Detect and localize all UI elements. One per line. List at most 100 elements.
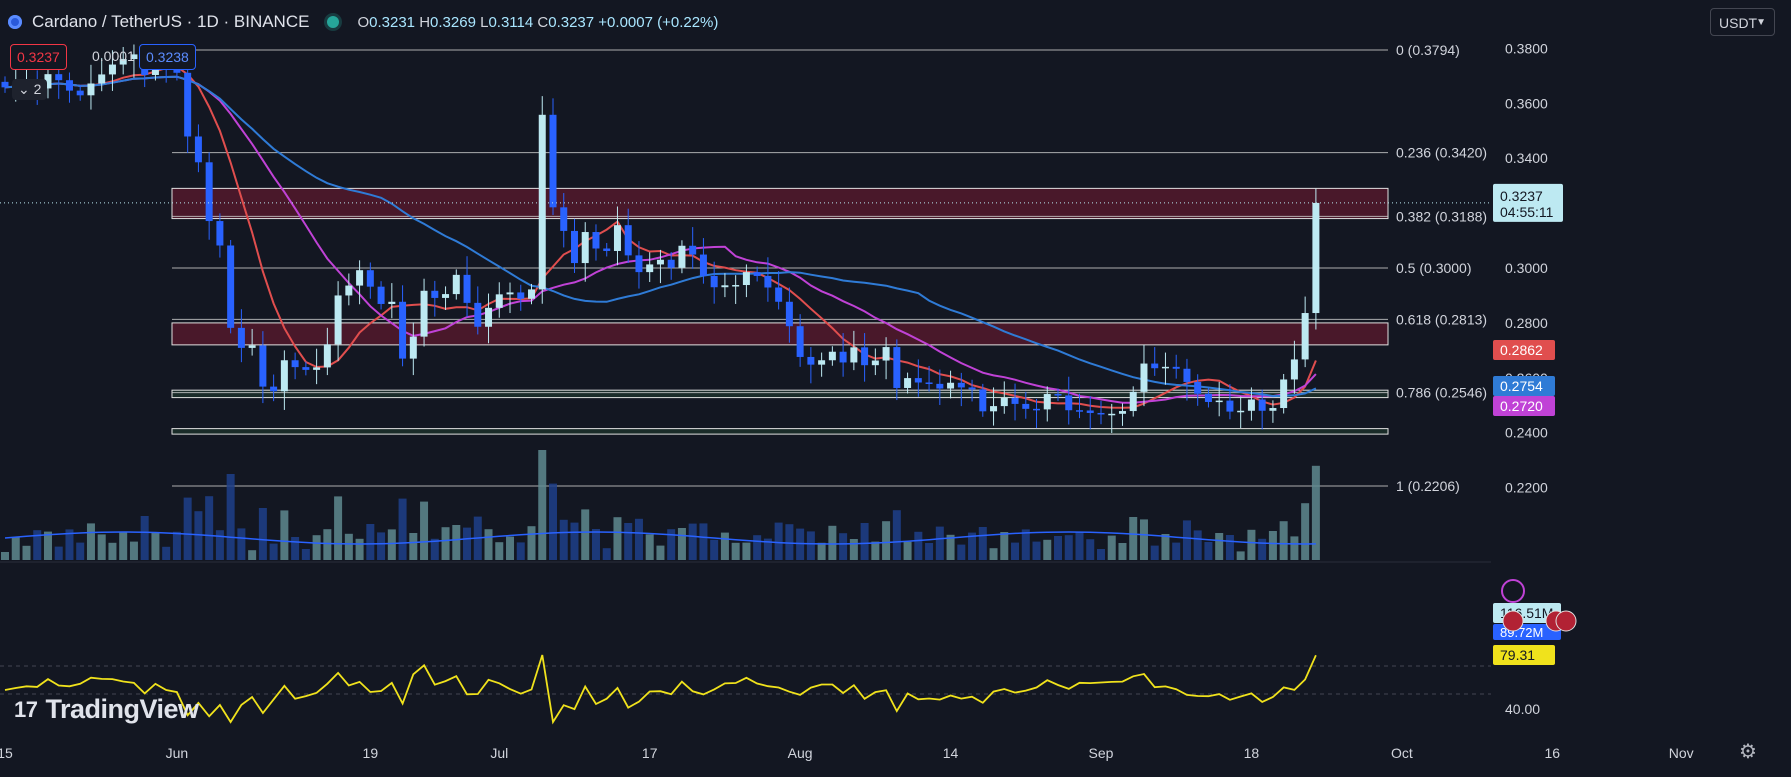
fib-label-6: 1 (0.2206) bbox=[1396, 478, 1460, 494]
candle bbox=[904, 378, 912, 388]
ma-price-tag bbox=[1493, 376, 1555, 396]
us-flag-event-icon bbox=[1502, 610, 1524, 632]
volume-bar bbox=[968, 532, 977, 560]
candle bbox=[646, 264, 654, 273]
volume-bar bbox=[892, 510, 901, 560]
tradingview-logo[interactable]: 17 TradingView bbox=[14, 694, 199, 725]
volume-bar bbox=[22, 545, 31, 560]
candle bbox=[979, 389, 987, 412]
candle bbox=[1054, 394, 1062, 396]
volume-ma-line bbox=[4, 531, 1316, 545]
candle bbox=[947, 382, 955, 389]
volume-bar bbox=[1161, 534, 1170, 560]
volume-bar bbox=[323, 529, 332, 560]
candle bbox=[613, 225, 621, 251]
sell-price-button[interactable]: 0.3237 bbox=[10, 44, 67, 70]
volume-bar bbox=[796, 528, 805, 560]
open-label: O bbox=[357, 13, 370, 31]
volume-bar bbox=[183, 497, 192, 560]
candle bbox=[259, 345, 267, 387]
x-tick-label: Jul bbox=[490, 745, 508, 761]
symbol-title[interactable]: Cardano / TetherUS · 1D · BINANCE bbox=[32, 12, 310, 31]
candle bbox=[592, 232, 600, 249]
zone-support_line-2 bbox=[171, 389, 1389, 399]
x-tick-label: 17 bbox=[642, 745, 658, 761]
candle bbox=[1194, 381, 1202, 394]
candle bbox=[678, 245, 686, 268]
volume-bar bbox=[344, 533, 353, 560]
candle bbox=[399, 301, 407, 359]
candle bbox=[323, 344, 331, 368]
rsi-line bbox=[4, 654, 1317, 725]
candle bbox=[463, 274, 471, 303]
candle bbox=[216, 221, 224, 246]
candle bbox=[98, 74, 106, 84]
volume-bar bbox=[914, 531, 923, 560]
volume-bar bbox=[280, 510, 289, 560]
candle bbox=[119, 59, 127, 65]
volume-bar bbox=[1000, 532, 1009, 560]
fib-label-3: 0.5 (0.3000) bbox=[1396, 260, 1472, 276]
volume-bar bbox=[925, 543, 934, 560]
volume-bar bbox=[989, 548, 998, 560]
ma-price-label: 0.2720 bbox=[1500, 398, 1543, 414]
volume-bar bbox=[1086, 539, 1095, 560]
volume-bar bbox=[355, 538, 364, 560]
volume-bar bbox=[1054, 536, 1063, 560]
volume-bar bbox=[774, 522, 783, 560]
volume-bar bbox=[882, 521, 891, 560]
volume-bar bbox=[1021, 529, 1030, 560]
candle bbox=[1301, 313, 1309, 360]
volume-bar bbox=[387, 529, 396, 560]
candle bbox=[44, 74, 52, 89]
candle bbox=[570, 230, 578, 264]
volume-bar bbox=[11, 537, 20, 560]
volume-bar bbox=[516, 542, 525, 560]
candle bbox=[377, 286, 385, 304]
candle bbox=[409, 336, 417, 359]
candle bbox=[775, 287, 783, 302]
volume-bar bbox=[1247, 529, 1256, 560]
zone-resistance-0 bbox=[171, 187, 1389, 220]
volume-bar bbox=[215, 530, 224, 560]
countdown-label: 04:55:11 bbox=[1500, 204, 1554, 220]
candle bbox=[957, 382, 965, 388]
volume-bar bbox=[645, 534, 654, 560]
volume-bar bbox=[1075, 531, 1084, 560]
candle bbox=[76, 90, 84, 96]
candle bbox=[1011, 397, 1019, 404]
candle bbox=[55, 74, 63, 81]
candle bbox=[861, 347, 869, 366]
volume-bar bbox=[54, 546, 63, 560]
volume-bar bbox=[129, 541, 138, 560]
volume-bar bbox=[258, 508, 267, 560]
volume-bar bbox=[226, 474, 235, 560]
volume-bar bbox=[1096, 549, 1105, 560]
volume-bar bbox=[1301, 503, 1310, 560]
lightning-event-icon bbox=[1501, 579, 1525, 603]
volume-bar bbox=[43, 531, 52, 560]
candle bbox=[1172, 366, 1180, 369]
candle bbox=[1226, 400, 1234, 412]
volume-bar bbox=[828, 525, 837, 560]
volume-bar bbox=[1150, 545, 1159, 560]
currency-select[interactable]: USDT ▼ bbox=[1710, 8, 1775, 36]
volume-bar bbox=[140, 516, 149, 560]
high-value: 0.3269 bbox=[430, 13, 476, 31]
indicators-toggle-button[interactable]: ⌄ 2 bbox=[12, 79, 48, 100]
candle bbox=[366, 270, 374, 287]
candle bbox=[1161, 366, 1169, 369]
x-tick-label: 15 bbox=[0, 745, 13, 761]
candle bbox=[528, 289, 536, 299]
candle bbox=[1237, 410, 1245, 413]
volume-bar bbox=[248, 550, 257, 560]
buy-price-button[interactable]: 0.3238 bbox=[139, 44, 196, 70]
settings-gear-icon[interactable]: ⚙ bbox=[1739, 741, 1757, 763]
volume-bar bbox=[570, 522, 579, 560]
volume-bar bbox=[634, 518, 643, 560]
candle bbox=[1151, 363, 1159, 369]
fib-label-5: 0.786 (0.2546) bbox=[1396, 385, 1487, 401]
low-value: 0.3114 bbox=[488, 13, 534, 31]
last-price-tag bbox=[1493, 183, 1563, 222]
